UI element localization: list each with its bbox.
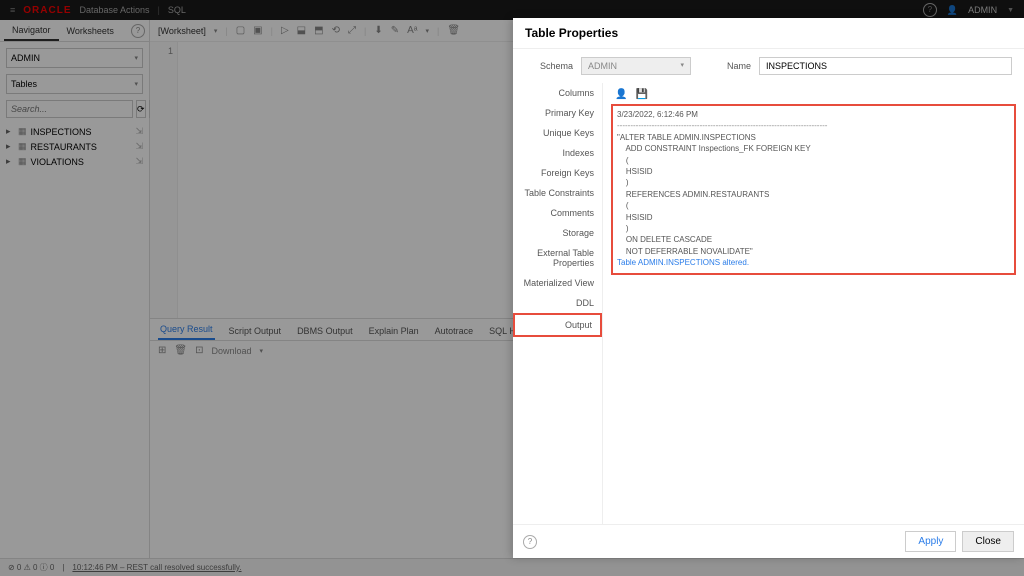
schema-dropdown[interactable]: ADMIN▾ [581, 57, 691, 75]
modal-help-icon[interactable]: ? [523, 535, 537, 549]
nav-unique-keys[interactable]: Unique Keys [513, 123, 602, 143]
nav-foreign-keys[interactable]: Foreign Keys [513, 163, 602, 183]
name-label: Name [727, 61, 751, 71]
nav-external-table[interactable]: External Table Properties [513, 243, 602, 273]
save-icon[interactable]: 💾 [635, 89, 647, 100]
user-icon[interactable]: 👤 [615, 89, 627, 100]
nav-materialized-view[interactable]: Materialized View [513, 273, 602, 293]
nav-table-constraints[interactable]: Table Constraints [513, 183, 602, 203]
modal-content: 👤 💾 3/23/2022, 6:12:46 PM --------------… [603, 83, 1024, 524]
table-properties-modal: Table Properties Schema ADMIN▾ Name Colu… [513, 18, 1024, 558]
sql-output: 3/23/2022, 6:12:46 PM ------------------… [611, 104, 1016, 275]
close-button[interactable]: Close [962, 531, 1014, 552]
nav-comments[interactable]: Comments [513, 203, 602, 223]
nav-primary-key[interactable]: Primary Key [513, 103, 602, 123]
nav-output[interactable]: Output [513, 313, 602, 337]
nav-storage[interactable]: Storage [513, 223, 602, 243]
name-input[interactable] [759, 57, 1012, 75]
modal-nav: Columns Primary Key Unique Keys Indexes … [513, 83, 603, 524]
nav-indexes[interactable]: Indexes [513, 143, 602, 163]
schema-label: Schema [525, 61, 573, 71]
nav-columns[interactable]: Columns [513, 83, 602, 103]
modal-title: Table Properties [513, 18, 1024, 49]
apply-button[interactable]: Apply [905, 531, 956, 552]
nav-ddl[interactable]: DDL [513, 293, 602, 313]
